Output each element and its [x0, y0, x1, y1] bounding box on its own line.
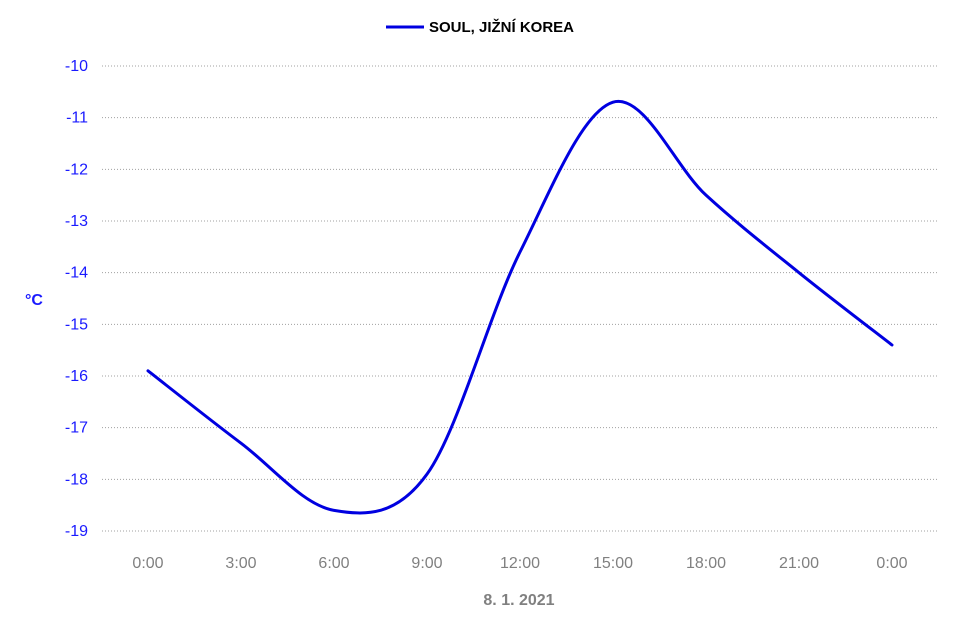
y-tick-label: -11 [66, 110, 88, 127]
x-axis-ticks: 0:00 3:00 6:00 9:00 12:00 15:00 18:00 21:00 0:00 [132, 555, 907, 572]
y-axis-label: °C [25, 292, 43, 309]
x-tick-label: 12:00 [500, 555, 540, 572]
y-tick-label: -18 [65, 471, 88, 488]
x-tick-label: 21:00 [779, 555, 819, 572]
x-tick-label: 6:00 [318, 555, 349, 572]
legend: SOUL, JIŽNÍ KOREA [386, 18, 574, 36]
x-tick-label: 18:00 [686, 555, 726, 572]
y-tick-label: -12 [65, 161, 88, 178]
y-tick-label: -10 [65, 58, 88, 75]
legend-label: SOUL, JIŽNÍ KOREA [429, 18, 574, 36]
series-line [146, 99, 894, 515]
y-tick-label: -15 [65, 316, 88, 333]
y-tick-label: -13 [65, 213, 88, 230]
grid-lines [102, 65, 938, 532]
x-tick-label: 0:00 [876, 555, 907, 572]
y-tick-label: -17 [65, 420, 88, 437]
x-axis-label: 8. 1. 2021 [483, 592, 554, 609]
y-tick-label: -16 [65, 368, 88, 385]
y-axis-ticks: -10 -11 -12 -13 -14 -15 -16 -17 -18 -19 [65, 58, 88, 540]
x-tick-label: 0:00 [132, 555, 163, 572]
x-tick-label: 15:00 [593, 555, 633, 572]
y-tick-label: -19 [65, 523, 88, 540]
series-lines [146, 99, 894, 515]
x-tick-label: 9:00 [411, 555, 442, 572]
y-tick-label: -14 [65, 265, 88, 282]
x-tick-label: 3:00 [225, 555, 256, 572]
